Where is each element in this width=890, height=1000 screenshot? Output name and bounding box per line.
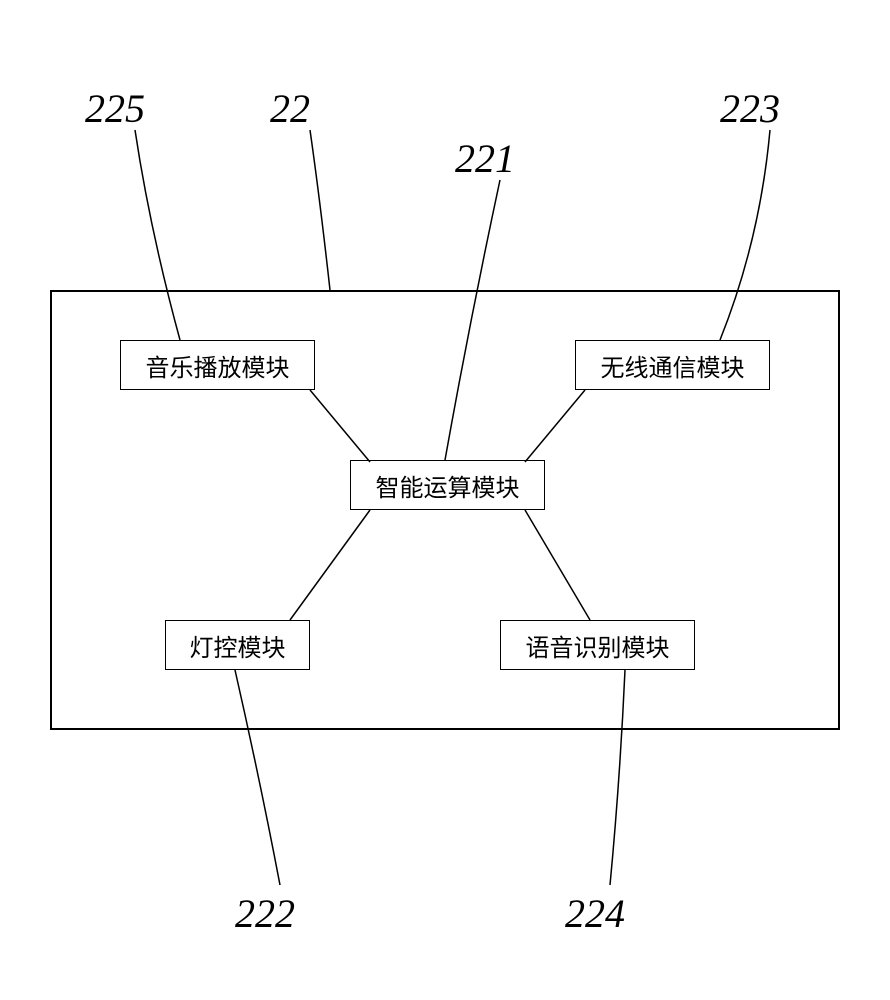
ref-22-text: 22 [270, 86, 310, 131]
music-play-module: 音乐播放模块 [120, 340, 315, 390]
light-control-module: 灯控模块 [165, 620, 310, 670]
ref-22: 22 [270, 85, 310, 132]
voice-recognition-module-label: 语音识别模块 [526, 628, 670, 663]
wireless-comm-module: 无线通信模块 [575, 340, 770, 390]
center-module: 智能运算模块 [350, 460, 545, 510]
ref-222-text: 222 [235, 891, 295, 936]
ref-223-text: 223 [720, 86, 780, 131]
voice-recognition-module: 语音识别模块 [500, 620, 695, 670]
ref-224: 224 [565, 890, 625, 937]
wireless-comm-module-label: 无线通信模块 [601, 348, 745, 383]
ref-225-text: 225 [85, 86, 145, 131]
leader-22 [310, 130, 330, 290]
ref-225: 225 [85, 85, 145, 132]
ref-223: 223 [720, 85, 780, 132]
ref-222: 222 [235, 890, 295, 937]
music-play-module-label: 音乐播放模块 [146, 348, 290, 383]
ref-221: 221 [455, 135, 515, 182]
light-control-module-label: 灯控模块 [190, 628, 286, 663]
center-module-label: 智能运算模块 [376, 468, 520, 503]
ref-224-text: 224 [565, 891, 625, 936]
ref-221-text: 221 [455, 136, 515, 181]
